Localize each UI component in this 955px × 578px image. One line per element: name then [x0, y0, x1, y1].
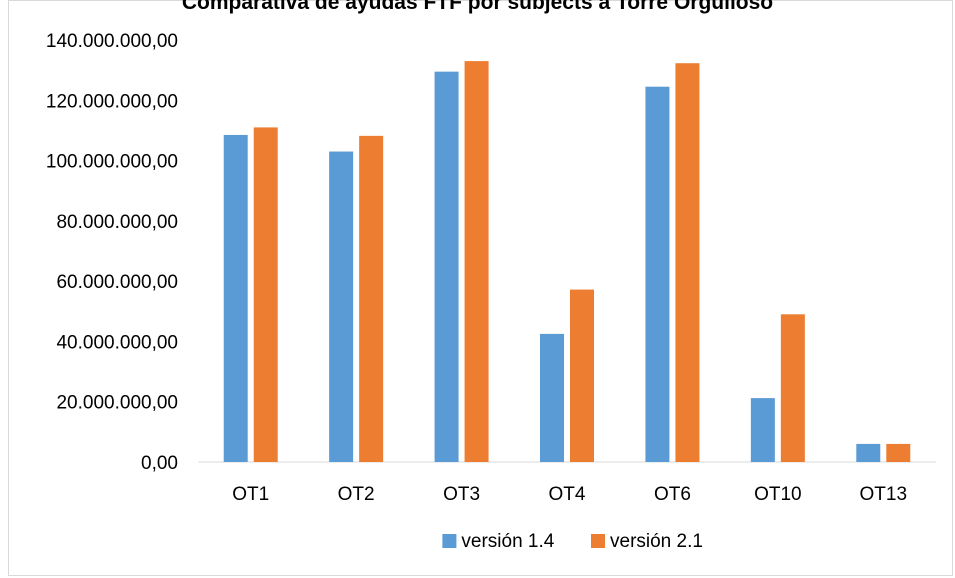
- bar-version-1-4-ot10: [750, 398, 775, 462]
- bar-version-2-1-ot10: [780, 314, 805, 462]
- chart-title: Comparativa de ayudas FTF por subjects a…: [181, 0, 774, 14]
- x-tick-label: OT10: [754, 484, 802, 505]
- y-tick-label: 100.000.000,00: [46, 152, 178, 173]
- x-tick-label: OT1: [232, 484, 269, 505]
- legend-swatch: [591, 534, 605, 548]
- bar-version-2-1-ot4: [570, 289, 594, 462]
- bar-version-1-4-ot1: [223, 134, 248, 462]
- y-tick-label: 40.000.000,00: [56, 332, 178, 353]
- y-tick-label: 20.000.000,00: [56, 393, 178, 414]
- x-tick-label: OT3: [443, 484, 480, 505]
- legend-swatch: [442, 534, 457, 548]
- bar-version-2-1-ot2: [359, 135, 384, 462]
- legend-label: versión 1.4: [461, 531, 554, 552]
- bar-version-2-1-ot3: [464, 61, 489, 462]
- x-tick-label: OT4: [549, 484, 586, 505]
- x-tick-label: OT6: [654, 484, 691, 505]
- bar-version-2-1-ot6: [675, 63, 700, 463]
- y-tick-label: 0,00: [141, 453, 178, 474]
- y-tick-label: 60.000.000,00: [56, 272, 178, 293]
- y-tick-label: 120.000.000,00: [46, 91, 178, 112]
- x-tick-label: OT2: [338, 484, 375, 505]
- bar-version-2-1-ot13: [886, 443, 911, 462]
- bar-version-1-4-ot6: [645, 86, 670, 462]
- y-tick-label: 80.000.000,00: [56, 212, 178, 233]
- bar-version-1-4-ot13: [856, 443, 881, 462]
- bar-version-2-1-ot1: [253, 127, 278, 463]
- x-tick-label: OT13: [860, 484, 908, 505]
- y-tick-label: 140.000.000,00: [46, 31, 178, 52]
- bar-version-1-4-ot3: [434, 71, 459, 463]
- legend-label: versión 2.1: [610, 531, 703, 552]
- bar-version-1-4-ot4: [540, 333, 564, 462]
- bar-version-1-4-ot2: [329, 151, 354, 462]
